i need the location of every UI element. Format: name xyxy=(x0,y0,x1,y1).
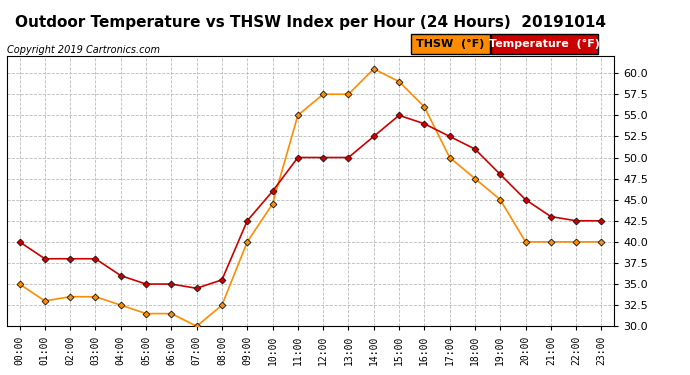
Text: THSW  (°F): THSW (°F) xyxy=(416,39,484,49)
Text: Copyright 2019 Cartronics.com: Copyright 2019 Cartronics.com xyxy=(7,45,160,55)
Text: Outdoor Temperature vs THSW Index per Hour (24 Hours)  20191014: Outdoor Temperature vs THSW Index per Ho… xyxy=(15,15,606,30)
Text: Temperature  (°F): Temperature (°F) xyxy=(489,39,600,49)
